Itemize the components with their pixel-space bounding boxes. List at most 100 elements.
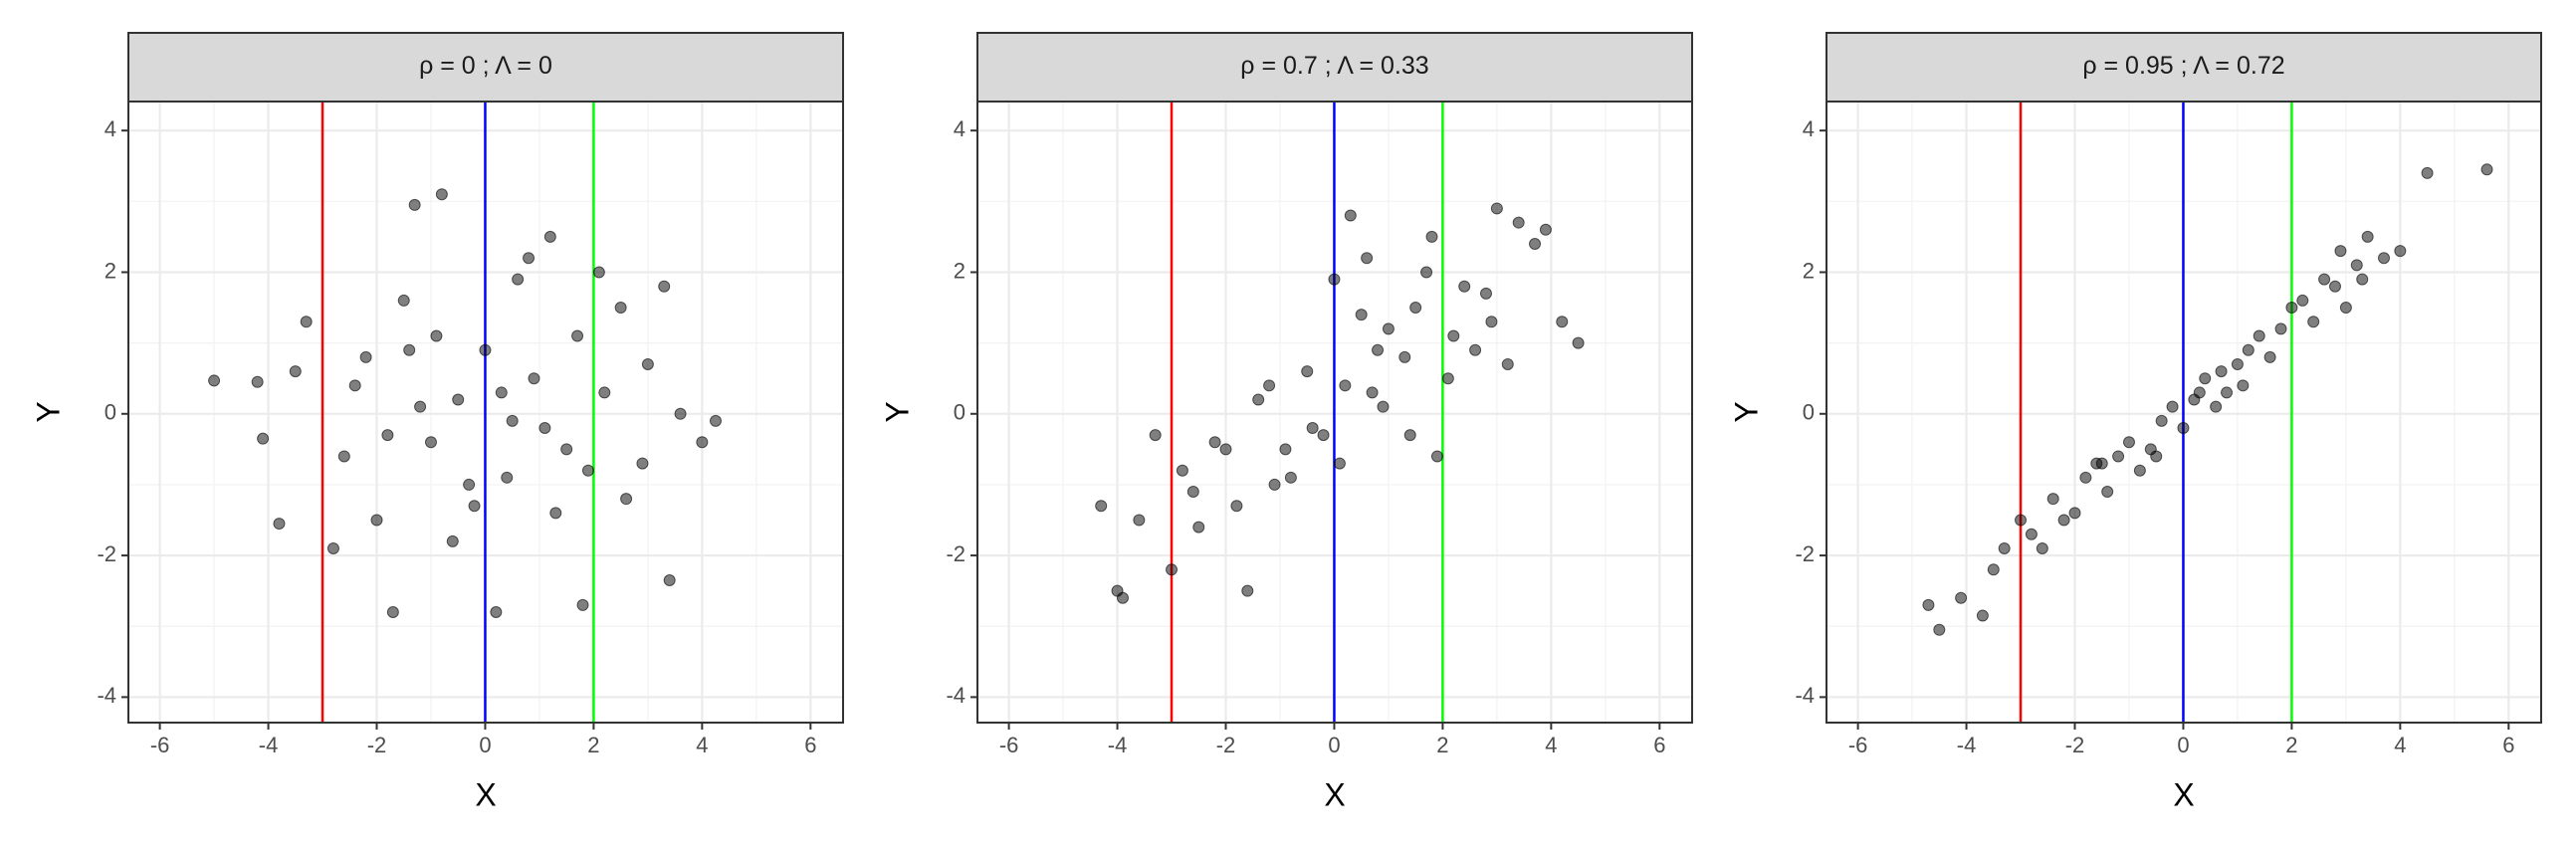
point bbox=[2221, 386, 2234, 399]
point bbox=[1116, 591, 1129, 604]
point bbox=[2036, 541, 2048, 554]
point bbox=[1430, 450, 1443, 463]
point bbox=[1317, 429, 1330, 442]
point bbox=[1230, 500, 1243, 513]
point bbox=[2421, 166, 2434, 179]
point bbox=[2199, 372, 2212, 385]
y-tick-label: 4 bbox=[1803, 116, 1815, 141]
x-tick-label: -4 bbox=[1957, 733, 1977, 757]
y-tick-label: 4 bbox=[105, 116, 116, 141]
point bbox=[435, 188, 448, 201]
point bbox=[1263, 379, 1276, 392]
panel: ρ = 0.7 ; Λ = 0.33 -6 -4 -2 0 2 4 6 -4 -2 0 2 4 X Y bbox=[879, 32, 1693, 812]
y-tick-label: -4 bbox=[946, 683, 966, 708]
point bbox=[397, 294, 410, 307]
point bbox=[1241, 584, 1254, 597]
point bbox=[2193, 386, 2206, 399]
point bbox=[2296, 294, 2309, 307]
point bbox=[1344, 209, 1357, 222]
point bbox=[2133, 464, 2146, 477]
x-tick-label: 2 bbox=[587, 733, 599, 757]
panel: ρ = 0 ; Λ = 0 -6 -4 -2 0 2 4 6 -4 -2 0 2 4 X Y bbox=[30, 32, 844, 812]
point bbox=[1377, 400, 1390, 413]
point bbox=[1425, 230, 1438, 243]
strip bbox=[127, 32, 844, 103]
point bbox=[2263, 350, 2276, 363]
point bbox=[490, 606, 503, 619]
y-axis-label: Y bbox=[879, 401, 915, 422]
point bbox=[408, 198, 421, 211]
point bbox=[560, 443, 573, 456]
point bbox=[1268, 478, 1281, 491]
point bbox=[1279, 443, 1292, 456]
point bbox=[2307, 316, 2320, 328]
point bbox=[1469, 343, 1482, 356]
point bbox=[1166, 563, 1179, 576]
x-axis-label: X bbox=[475, 776, 496, 812]
point bbox=[620, 493, 633, 506]
point bbox=[2350, 259, 2363, 272]
point bbox=[1987, 563, 2000, 576]
strip bbox=[976, 32, 1693, 103]
point bbox=[1219, 443, 1232, 456]
point bbox=[2328, 280, 2341, 293]
point bbox=[359, 350, 372, 363]
point bbox=[543, 230, 556, 243]
point bbox=[2166, 400, 2179, 413]
point bbox=[1366, 386, 1379, 399]
point bbox=[2361, 230, 2374, 243]
x-tick-label: -4 bbox=[1108, 733, 1128, 757]
strip-title: ρ = 0.7 ; Λ = 0.33 bbox=[1240, 52, 1428, 80]
point bbox=[257, 432, 270, 445]
point bbox=[549, 507, 562, 520]
point bbox=[326, 541, 339, 554]
point bbox=[581, 464, 594, 477]
y-tick-label: -4 bbox=[97, 683, 116, 708]
point bbox=[1998, 541, 2011, 554]
point bbox=[2112, 450, 2125, 463]
point bbox=[1403, 429, 1416, 442]
point bbox=[2394, 245, 2407, 258]
point bbox=[479, 343, 492, 356]
x-tick-label: 2 bbox=[1436, 733, 1448, 757]
x-tick-label: -6 bbox=[150, 733, 170, 757]
point bbox=[1355, 309, 1368, 321]
point bbox=[1133, 514, 1146, 527]
point bbox=[1095, 500, 1108, 513]
y-tick-label: -2 bbox=[946, 541, 966, 566]
point bbox=[468, 500, 481, 513]
point bbox=[1252, 393, 1265, 406]
x-tick-label: 4 bbox=[696, 733, 708, 757]
point bbox=[300, 316, 313, 328]
point bbox=[2215, 365, 2228, 378]
x-tick-label: 4 bbox=[2394, 733, 2406, 757]
point bbox=[1572, 336, 1585, 349]
point bbox=[1922, 598, 1935, 611]
point bbox=[1339, 379, 1352, 392]
y-tick-label: 0 bbox=[105, 400, 116, 425]
point bbox=[386, 606, 399, 619]
x-tick-label: 4 bbox=[1545, 733, 1557, 757]
x-tick-label: 0 bbox=[479, 733, 491, 757]
point bbox=[523, 252, 536, 265]
point bbox=[2231, 357, 2244, 370]
point bbox=[2079, 471, 2092, 484]
point bbox=[1420, 266, 1433, 279]
point bbox=[576, 598, 589, 611]
y-tick-label: 2 bbox=[1803, 258, 1815, 283]
point bbox=[709, 414, 722, 427]
point bbox=[528, 372, 540, 385]
point bbox=[614, 302, 627, 315]
point bbox=[1186, 486, 1199, 499]
point bbox=[2339, 302, 2352, 315]
point bbox=[1306, 422, 1319, 435]
point bbox=[2285, 302, 2298, 315]
point bbox=[2378, 252, 2391, 265]
point bbox=[2015, 514, 2028, 527]
point bbox=[424, 436, 437, 449]
point bbox=[370, 514, 383, 527]
point bbox=[501, 471, 514, 484]
y-tick-label: 2 bbox=[105, 258, 116, 283]
point bbox=[495, 386, 508, 399]
point bbox=[414, 400, 427, 413]
